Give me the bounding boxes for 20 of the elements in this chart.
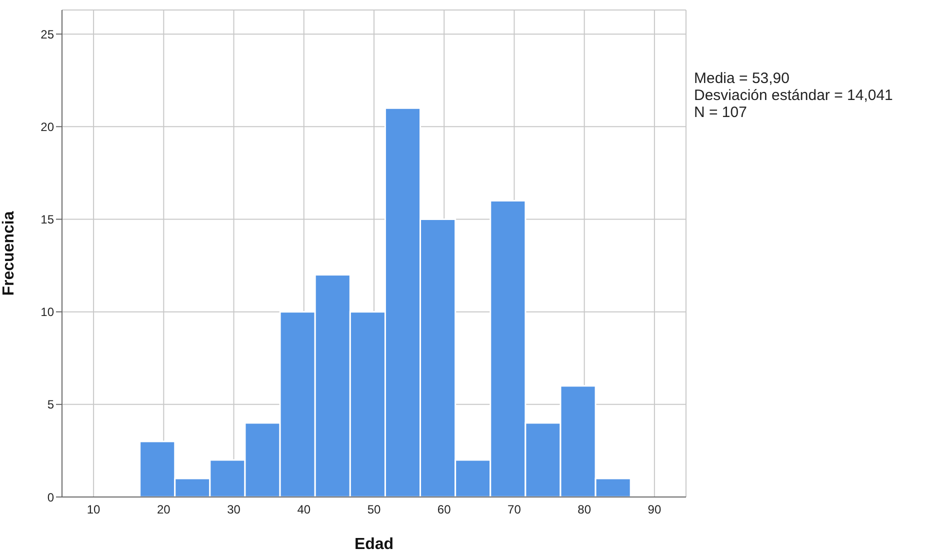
y-axis-title: Frecuencia bbox=[0, 211, 18, 296]
x-tick-label: 50 bbox=[367, 502, 381, 517]
y-tick-label: 5 bbox=[47, 398, 54, 412]
x-tick-label: 30 bbox=[227, 502, 241, 517]
x-tick-label: 10 bbox=[86, 502, 101, 517]
x-tick-label: 20 bbox=[156, 502, 171, 517]
y-tick-label: 20 bbox=[40, 120, 54, 134]
y-tick-label: 15 bbox=[40, 212, 54, 227]
text: Media = 53,90 bbox=[694, 70, 790, 87]
y-tick-label: 10 bbox=[40, 305, 54, 320]
x-tick-label: 90 bbox=[648, 502, 662, 517]
text: Desviación estándar = 14,041 bbox=[694, 87, 893, 104]
x-tick-label: 70 bbox=[508, 502, 522, 517]
x-tick-label: 60 bbox=[437, 502, 452, 517]
y-tick-label: 25 bbox=[40, 27, 54, 42]
text: N = 107 bbox=[694, 104, 748, 121]
x-tick-label: 80 bbox=[578, 502, 592, 517]
x-tick-label: 40 bbox=[297, 502, 311, 517]
x-axis-title: Edad bbox=[354, 536, 394, 553]
y-tick-label: 0 bbox=[47, 490, 54, 504]
